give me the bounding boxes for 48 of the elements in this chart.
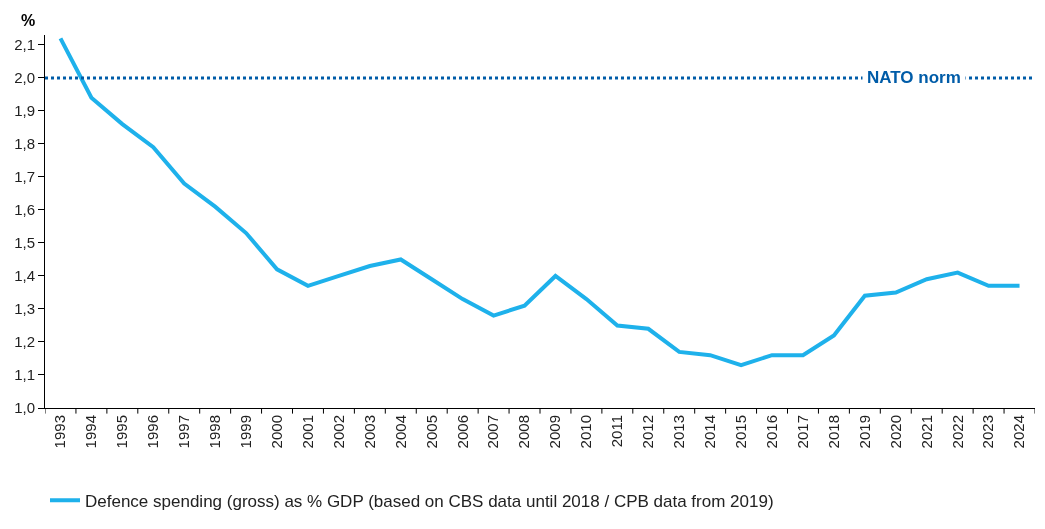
x-tick-label: 2024	[1010, 415, 1028, 449]
x-tick-label: 2003	[360, 415, 378, 449]
y-tick-label: 1,2	[14, 333, 35, 351]
x-tick-label: 1998	[206, 415, 224, 449]
x-tick-label: 2018	[824, 415, 842, 449]
x-tick-label: 2005	[422, 415, 440, 449]
x-tick-label: 2006	[453, 415, 471, 449]
y-tick-label: 1,9	[14, 102, 35, 120]
y-tick-label: 1,5	[14, 234, 35, 252]
x-tick-label: 2011	[608, 415, 626, 448]
x-tick-label: 2015	[731, 415, 749, 449]
x-tick-label: 2004	[391, 415, 409, 449]
y-tick-label: 2,1	[14, 36, 35, 54]
y-tick-label: 1,1	[14, 366, 35, 384]
ref-line-label: NATO norm	[867, 68, 961, 87]
line-series	[58, 36, 1022, 368]
x-tick-label: 2017	[793, 415, 811, 449]
x-tick-label: 2010	[577, 415, 595, 449]
x-tick-label: 1999	[236, 415, 254, 449]
x-tick-label: 2008	[515, 415, 533, 449]
x-tick-label: 2020	[886, 415, 904, 449]
y-tick-label: 1,0	[14, 399, 35, 417]
x-tick-label: 2002	[329, 415, 347, 449]
legend-label: Defence spending (gross) as % GDP (based on CBS data until 2018 / CPB data from 2019)	[85, 491, 774, 511]
x-tick-label: 2019	[855, 415, 873, 449]
x-tick-label: 2014	[701, 415, 719, 449]
x-tick-label: 1995	[113, 415, 131, 449]
x-tick-label: 1996	[144, 415, 162, 449]
x-tick-label: 2022	[948, 415, 966, 449]
y-tick-label: 2,0	[14, 69, 35, 87]
x-tick-label: 2012	[639, 415, 657, 449]
x-tick-label: 2009	[546, 415, 564, 449]
y-tick-label: 1,6	[14, 201, 35, 219]
x-tick-label: 2016	[762, 415, 780, 449]
x-tick-label: 2013	[670, 415, 688, 449]
x-tick-label: 2023	[979, 415, 997, 449]
x-tick-label: 2021	[917, 415, 935, 449]
x-tick-label: 2000	[267, 415, 285, 449]
x-tick-label: 1997	[175, 415, 193, 449]
y-tick-label: 1,4	[14, 267, 35, 285]
y-tick-label: 1,3	[14, 300, 35, 318]
y-tick-label: 1,7	[14, 168, 35, 186]
x-tick-label: 2007	[484, 415, 502, 449]
y-tick-label: 1,8	[14, 135, 35, 153]
x-tick-label: 1993	[51, 415, 69, 449]
x-tick-label: 2001	[298, 415, 316, 449]
x-tick-label: 1994	[82, 415, 100, 449]
y-axis-title: %	[21, 12, 36, 29]
